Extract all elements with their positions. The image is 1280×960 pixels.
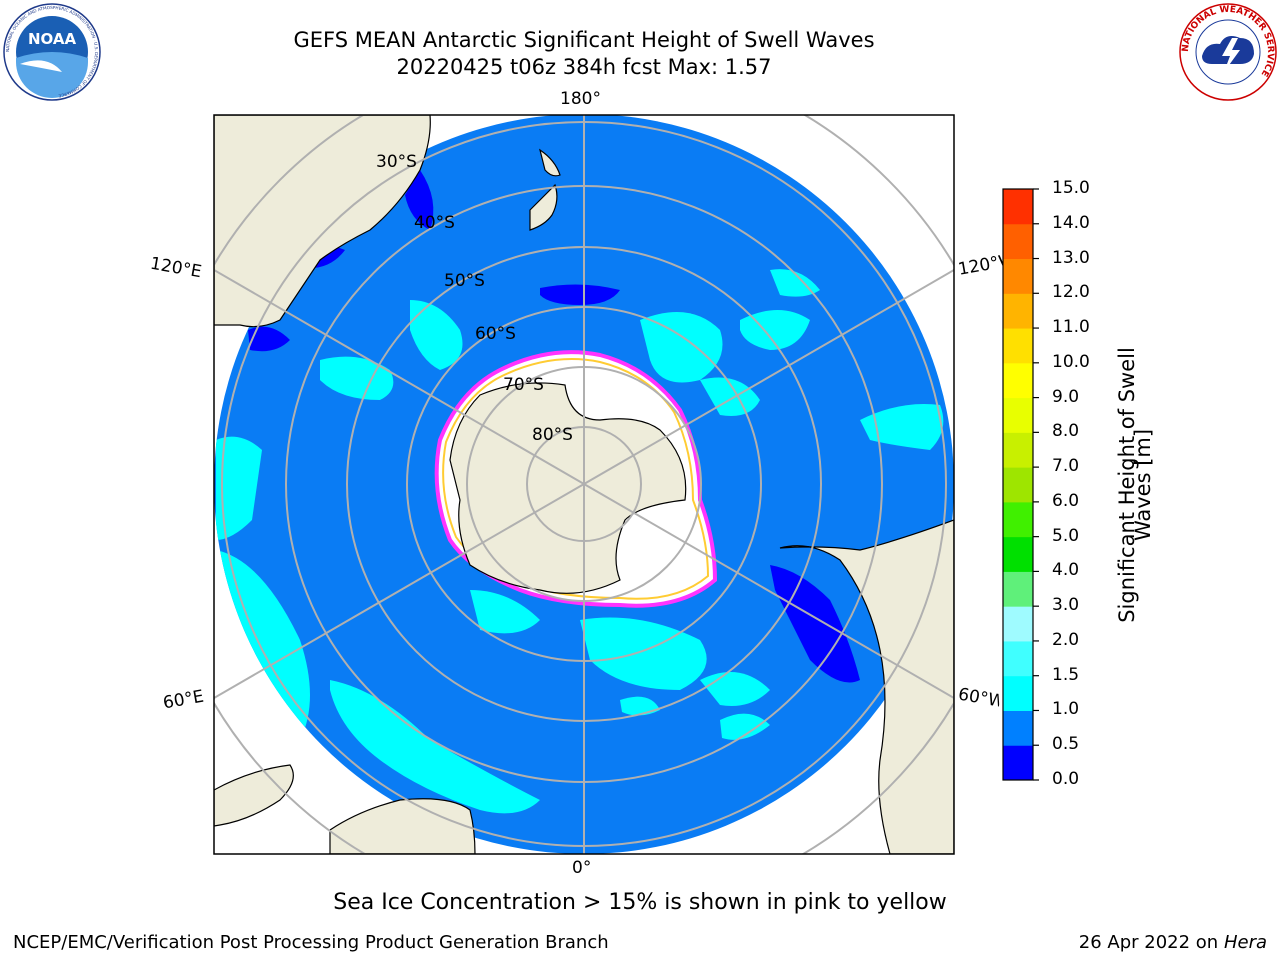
colorbar-tick-label: 12.0 <box>1052 282 1090 303</box>
new-zealand-south <box>529 183 558 231</box>
lat-label-30: 30°S <box>376 152 417 172</box>
noaa-logo-text: NOAA <box>28 30 77 48</box>
lon-label-top: 180° <box>560 89 601 109</box>
colorbar-tick-label: 3.0 <box>1052 595 1080 616</box>
low-swell-areas <box>248 170 860 683</box>
continents <box>214 115 954 854</box>
lat-label-50: 50°S <box>444 271 485 291</box>
chart-title: GEFS MEAN Antarctic Significant Height o… <box>293 28 875 52</box>
colorbar-tick-label: 0.5 <box>1052 734 1080 755</box>
colorbar-box <box>1003 536 1033 572</box>
colorbar-tick-label: 9.0 <box>1052 386 1080 407</box>
colorbar-box <box>1003 501 1033 538</box>
branch-credit: NCEP/EMC/Verification Post Processing Pr… <box>13 932 609 953</box>
noaa-logo: NOAA NATIONAL OCEANIC AND ATMOSPHERIC AD… <box>3 3 101 101</box>
lat-label-40: 40°S <box>414 213 455 233</box>
colorbar-tick-label: 2.0 <box>1052 629 1080 650</box>
colorbar-tick-label: 14.0 <box>1052 212 1090 233</box>
colorbar-tick-label: 8.0 <box>1052 421 1080 442</box>
lat-label-70: 70°S <box>503 375 544 395</box>
colorbar-box <box>1003 710 1033 746</box>
antarctica-land <box>449 382 687 594</box>
graticule <box>214 115 954 854</box>
colorbar-box <box>1003 189 1033 225</box>
colorbar-box <box>1003 397 1033 433</box>
colorbar-box <box>1003 467 1033 503</box>
map-frame <box>213 114 955 855</box>
colorbar-box <box>1003 328 1033 364</box>
colorbar-tick-label: 4.0 <box>1052 560 1080 581</box>
colorbar-box <box>1003 362 1033 399</box>
swell-patches <box>216 269 944 814</box>
colorbar-box <box>1003 675 1033 711</box>
colorbar-box <box>1003 606 1033 642</box>
colorbar-box <box>1003 571 1033 607</box>
colorbar-box <box>1003 640 1033 677</box>
colorbar-tick-label: 15.0 <box>1052 178 1090 198</box>
colorbar-tick-label: 6.0 <box>1052 490 1080 511</box>
lon-label-bottom: 0° <box>572 858 592 878</box>
date-credit: 26 Apr 2022 on Hera <box>1079 932 1267 953</box>
nws-logo: NATIONAL WEATHER SERVICE <box>1179 3 1277 101</box>
colorbar-tick-label: 1.0 <box>1052 699 1080 720</box>
colorbar-tick-label: 5.0 <box>1052 525 1080 546</box>
colorbar-label-line2: Waves [m] <box>1131 428 1155 542</box>
africa <box>329 798 476 854</box>
lat-label-80: 80°S <box>532 425 573 445</box>
new-zealand-north <box>539 148 561 177</box>
colorbar-tick-label: 11.0 <box>1052 317 1090 338</box>
south-america <box>779 519 954 854</box>
colorbar-tick-label: 0.0 <box>1052 769 1080 789</box>
sea-ice-note: Sea Ice Concentration > 15% is shown in … <box>333 890 947 915</box>
colorbar-box <box>1003 223 1033 260</box>
colorbar-tick-label: 1.5 <box>1052 664 1080 685</box>
colorbar-tick-label: 13.0 <box>1052 247 1090 268</box>
colorbar-box <box>1003 258 1033 294</box>
colorbar-box <box>1003 432 1033 468</box>
australia <box>214 115 431 328</box>
colorbar-tick-label: 7.0 <box>1052 456 1080 477</box>
chart-subtitle: 20220425 t06z 384h fcst Max: 1.57 <box>396 55 772 79</box>
colorbar-box <box>1003 745 1033 781</box>
lat-label-60: 60°S <box>475 324 516 344</box>
host-name: Hera <box>1223 932 1267 953</box>
date-text: 26 Apr 2022 on <box>1078 932 1224 953</box>
colorbar-tick-label: 10.0 <box>1052 351 1090 372</box>
colorbar-box <box>1003 293 1033 329</box>
